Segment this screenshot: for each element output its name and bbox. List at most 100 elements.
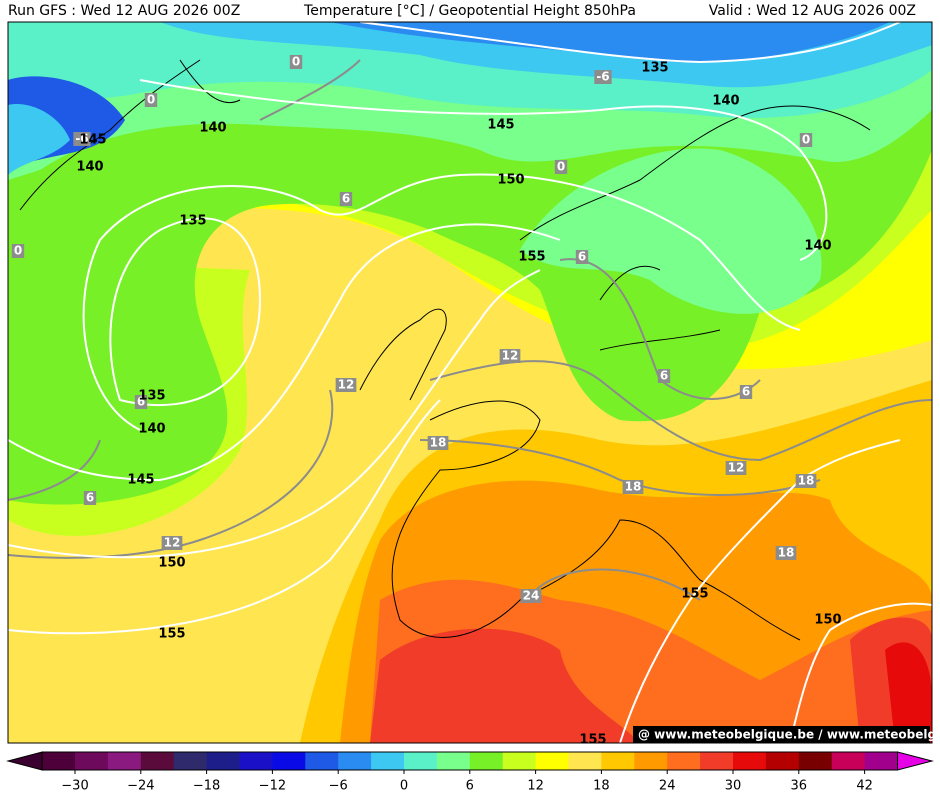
temperature-label: 0: [292, 55, 300, 69]
height-label: 155: [681, 587, 708, 602]
temperature-label: 0: [802, 133, 810, 147]
height-label: 140: [712, 94, 739, 109]
temperature-label-box: [520, 589, 542, 603]
temperature-label-box: [775, 546, 797, 560]
colorbar-bin: [173, 752, 208, 770]
colorbar-label: 24: [659, 779, 676, 794]
temperature-label: 6: [342, 192, 350, 206]
height-label: 140: [76, 160, 103, 175]
contour-labels: 0 -6 0 -6 0 0 6 6 0 12 12 6 6 6 18 12 18 18 6 12 18 24 135 145 1…: [11, 55, 842, 748]
colorbar-right-arrow: [897, 751, 934, 771]
temperature-label-box: [725, 461, 747, 475]
height-label: 140: [199, 121, 226, 136]
temperature-label: 0: [147, 93, 155, 107]
temperature-label-box: [11, 244, 25, 258]
temperature-label-box: [144, 93, 158, 107]
colorbar-label: −12: [259, 779, 286, 794]
colorbar-bin: [42, 752, 76, 770]
temperature-label: 6: [86, 491, 94, 505]
colorbar-bin: [338, 752, 372, 770]
temperature-label-box: [575, 250, 589, 264]
colorbar-bin: [404, 752, 438, 770]
map-title: Temperature [°C] / Geopotential Height 8…: [303, 3, 636, 19]
temperature-label-box: [622, 480, 644, 494]
temperature-label: 12: [164, 536, 181, 550]
colorbar-label: 6: [466, 779, 474, 794]
height-label: 145: [127, 473, 154, 488]
height-label: 135: [179, 214, 206, 229]
colorbar-label: 0: [400, 779, 408, 794]
temperature-label: 18: [778, 546, 795, 560]
temperature-label-box: [83, 491, 97, 505]
temperature-label: 6: [660, 369, 668, 383]
height-label: 155: [518, 250, 545, 265]
height-label: 150: [814, 613, 841, 628]
temperature-label: 0: [14, 244, 22, 258]
temperature-label-box: [161, 536, 183, 550]
temperature-label: 18: [798, 474, 815, 488]
colorbar-bin: [535, 752, 569, 770]
colorbar-bin: [634, 752, 668, 770]
colorbar: −30 −24 −18 −12 −6 0 6 12 18 24 30 36 42: [6, 751, 934, 794]
temperature-label-box: [739, 385, 753, 399]
temperature-label: -6: [596, 70, 609, 84]
colorbar-label: −6: [329, 779, 348, 794]
temperature-label-box: [594, 70, 612, 84]
valid-info: Valid : Wed 12 AUG 2026 00Z: [709, 3, 916, 19]
temperature-label-box: [335, 378, 357, 392]
run-info: Run GFS : Wed 12 AUG 2026 00Z: [8, 3, 240, 19]
height-label: 150: [497, 173, 524, 188]
colorbar-label: 30: [725, 779, 742, 794]
temperature-label-box: [289, 55, 303, 69]
colorbar-bin: [864, 752, 898, 770]
height-label: 140: [804, 239, 831, 254]
colorbar-bin: [798, 752, 833, 770]
colorbar-bin: [371, 752, 405, 770]
temperature-label-box: [134, 395, 148, 409]
temperature-label-box: [554, 160, 568, 174]
colorbar-bin: [733, 752, 767, 770]
colorbar-bin: [206, 752, 240, 770]
colorbar-label: −24: [127, 779, 154, 794]
colorbar-label: 42: [856, 779, 873, 794]
colorbar-bin: [667, 752, 701, 770]
temperature-label-box: [339, 192, 353, 206]
colorbar-bin: [140, 752, 175, 770]
temperature-label-box: [73, 132, 91, 146]
height-label: 135: [138, 389, 165, 404]
temperature-label-box: [795, 474, 817, 488]
colorbar-bin: [831, 752, 866, 770]
map: 0 -6 0 -6 0 0 6 6 0 12 12 6 6 6 18 12 18 18 6 12 18 24 135 145 1…: [7, 21, 940, 748]
temperature-label-box: [499, 349, 521, 363]
temperature-label: 12: [502, 349, 519, 363]
colorbar-bin: [272, 752, 306, 770]
colorbar-bin: [502, 752, 537, 770]
temperature-label: 6: [137, 395, 145, 409]
colorbar-label: −18: [193, 779, 220, 794]
temperature-label: 18: [625, 480, 642, 494]
colorbar-bin: [75, 752, 109, 770]
temperature-label: 18: [430, 436, 447, 450]
temperature-label: 12: [338, 378, 355, 392]
colorbar-bin: [436, 752, 471, 770]
colorbar-label: −30: [61, 779, 88, 794]
height-label: 135: [641, 61, 668, 76]
height-label: 140: [138, 422, 165, 437]
height-label: 150: [158, 556, 185, 571]
colorbar-label: 18: [593, 779, 610, 794]
height-label: 145: [79, 133, 106, 148]
temperature-label-box: [427, 436, 449, 450]
colorbar-bin: [239, 752, 273, 770]
temperature-label: 6: [578, 250, 586, 264]
colorbar-bin: [765, 752, 800, 770]
watermark-box: [633, 726, 930, 743]
colorbar-label: 12: [527, 779, 544, 794]
colorbar-left-arrow: [6, 751, 43, 771]
temperature-label: 6: [742, 385, 750, 399]
temperature-label: -6: [75, 132, 88, 146]
height-label: 145: [487, 118, 514, 133]
colorbar-bin: [700, 752, 734, 770]
colorbar-label: 36: [791, 779, 808, 794]
watermark: @ www.meteobelgique.be / www.meteobelgiq…: [638, 728, 940, 742]
